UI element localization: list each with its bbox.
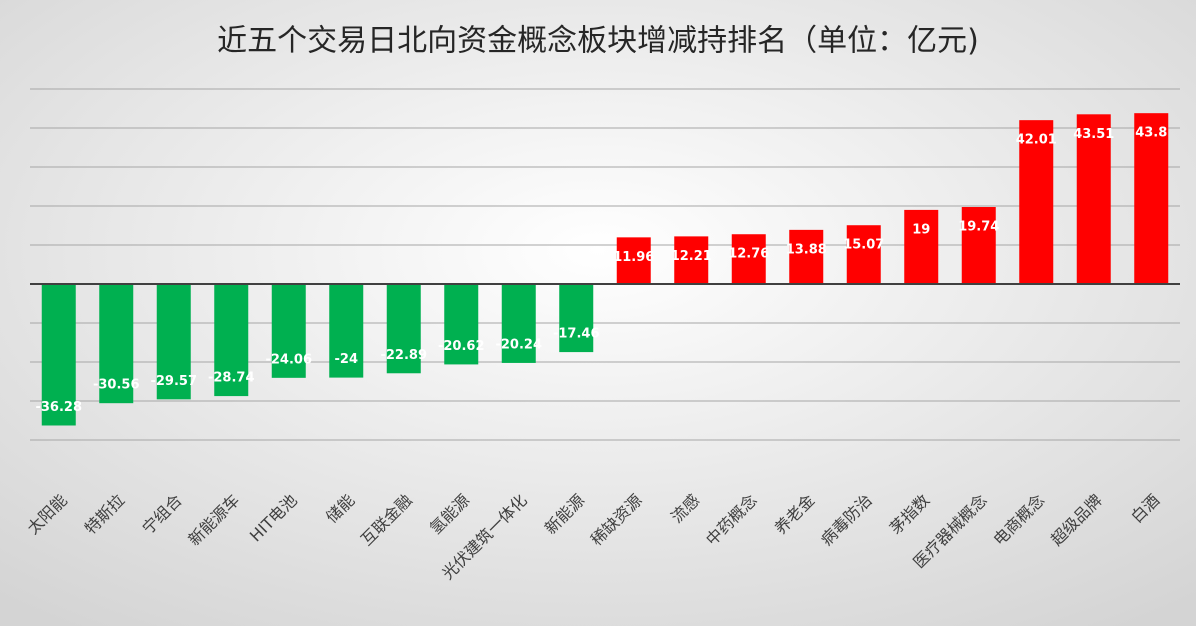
- chart-title: 近五个交易日北向资金概念板块增减持排名（单位：亿元): [217, 24, 979, 59]
- value-label: -24: [335, 352, 359, 367]
- value-label: 12.21: [671, 249, 712, 264]
- bar: [444, 284, 479, 365]
- value-label: 15.07: [843, 238, 884, 253]
- bar: [961, 207, 996, 284]
- value-label: 19: [912, 222, 930, 237]
- bar: [501, 284, 536, 363]
- bar: [1019, 120, 1054, 284]
- value-label: 19.74: [958, 220, 999, 235]
- value-label: -28.74: [208, 371, 255, 386]
- value-label: -20.24: [495, 337, 542, 352]
- bar: [329, 284, 364, 378]
- value-label: -22.89: [380, 348, 427, 363]
- bar: [99, 284, 134, 404]
- bar: [1134, 113, 1169, 285]
- value-label: 13.88: [786, 242, 827, 257]
- value-label: -30.56: [93, 378, 140, 393]
- value-label: 42.01: [1016, 133, 1057, 148]
- bar: [789, 229, 824, 284]
- bar: [1076, 114, 1111, 284]
- bar: [904, 209, 939, 284]
- value-label: -36.28: [35, 400, 82, 415]
- value-label: -24.06: [265, 352, 312, 367]
- bar: [156, 284, 191, 400]
- value-label: 43.8: [1135, 126, 1167, 141]
- value-label: -20.62: [438, 339, 485, 354]
- bar: [271, 284, 306, 378]
- bar: [616, 237, 651, 284]
- bar: [386, 284, 421, 374]
- value-label: 11.96: [613, 250, 654, 265]
- bar: [731, 234, 766, 284]
- bar: [846, 225, 881, 284]
- value-label: -17.46: [553, 327, 600, 342]
- bar: [214, 284, 249, 397]
- bar: [559, 284, 594, 353]
- bar: [41, 284, 76, 426]
- value-label: 43.51: [1073, 127, 1114, 142]
- value-label: -29.57: [150, 374, 197, 389]
- bar: [674, 236, 709, 284]
- value-label: 12.76: [728, 247, 769, 262]
